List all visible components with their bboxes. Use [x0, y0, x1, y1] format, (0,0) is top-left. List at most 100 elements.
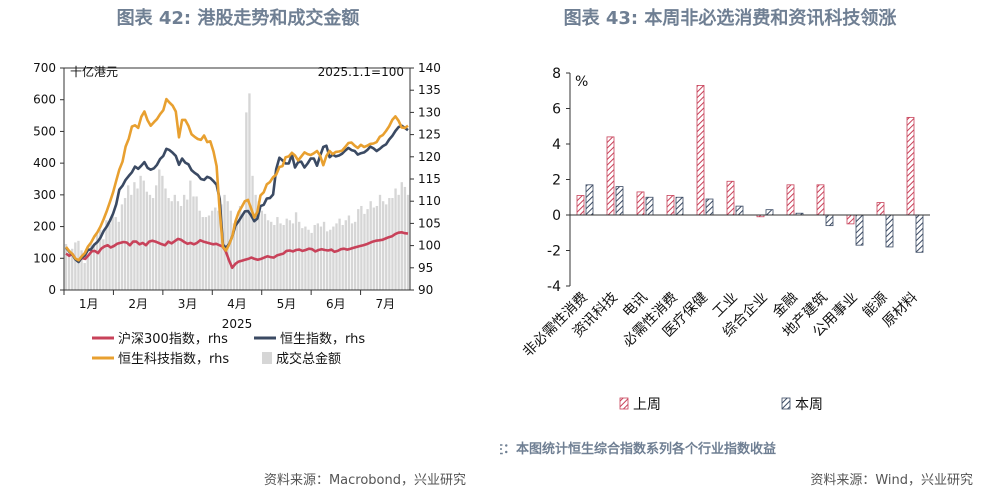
turnover-bar [304, 226, 307, 290]
turnover-bar [123, 198, 127, 290]
turnover-bar [154, 185, 158, 290]
turnover-bar [350, 223, 354, 290]
chart-title: 图表 43: 本周非必选消费和资讯科技领涨 [564, 7, 897, 29]
turnover-bar [102, 239, 105, 290]
legend: 沪深300指数，rhs 恒生指数，rhs 恒生科技指数，rhs 成交总金额 [92, 331, 365, 367]
bar-last-week [576, 195, 585, 216]
turnover-bar [357, 209, 360, 290]
turnover-bar [120, 204, 124, 290]
turnover-bar [99, 229, 102, 290]
turnover-bar [111, 213, 114, 290]
turnover-bar [332, 226, 335, 290]
bar-last-week [636, 191, 645, 216]
y-tick-label: 8 [552, 66, 561, 82]
axes [569, 73, 930, 286]
turnover-bar [400, 182, 403, 290]
turnover-bar [353, 221, 357, 290]
turnover-bar [117, 221, 121, 290]
sector-bars [576, 85, 924, 253]
turnover-bar [204, 217, 208, 290]
turnover-bar [77, 240, 80, 290]
turnover-bar [301, 228, 304, 290]
y-tick-label: -2 [547, 244, 561, 260]
x-tick-label: 1月 [79, 297, 99, 311]
turnover-bar [201, 217, 204, 290]
bar-last-week [876, 202, 885, 216]
source-note: 资料来源：Wind，兴业研究 [810, 473, 973, 488]
y-left-tick-label: 500 [33, 124, 56, 138]
legend-label: 恒生指数，rhs [280, 332, 365, 347]
turnover-bar [298, 221, 301, 290]
turnover-bar [210, 210, 214, 290]
y-right-tick-label: 130 [418, 105, 441, 119]
turnover-bar [151, 198, 155, 290]
turnover-bar [229, 210, 232, 290]
y-right-tick-label: 90 [418, 283, 433, 297]
turnover-bar [242, 213, 245, 290]
turnover-bar [238, 205, 242, 290]
bar-last-week [666, 195, 675, 216]
turnover-bar [217, 210, 220, 290]
turnover-bar [338, 218, 341, 290]
y-tick-label: 4 [552, 137, 561, 153]
turnover-bar [322, 221, 326, 290]
turnover-bar [133, 182, 136, 290]
turnover-bar [89, 244, 93, 290]
y-right-tick-label: 125 [418, 128, 441, 142]
turnover-bar [161, 175, 164, 290]
x-tick-label: 5月 [277, 297, 297, 311]
y-tick-label: 6 [552, 102, 561, 118]
turnover-bar [375, 205, 379, 290]
y-tick-label: -4 [547, 279, 561, 295]
legend-label: 恒生科技指数，rhs [118, 352, 229, 367]
chart-title: 图表 42: 港股走势和成交金额 [117, 7, 360, 29]
turnover-bar [74, 242, 77, 290]
turnover-bar [189, 180, 192, 290]
turnover-bar [372, 207, 375, 290]
y-left-tick-label: 700 [33, 61, 56, 75]
turnover-bar [347, 215, 351, 290]
x-tick-label: 4月 [227, 297, 247, 311]
turnover-bar [108, 223, 111, 290]
footnote: 注：本图统计恒生综合指数系列各个行业指数收益 [500, 441, 776, 457]
bar-this-week [645, 196, 654, 216]
x-tick-label: 3月 [178, 297, 198, 311]
turnover-bar [170, 201, 173, 290]
legend-label: 本周 [795, 397, 823, 413]
y-axis-ticks: -4 -2 0 2 4 6 8 [547, 66, 570, 295]
y-unit-label: % [575, 74, 588, 90]
turnover-bar [388, 198, 391, 290]
bar-last-week [726, 180, 735, 216]
left-y-axis-ticks: 0 100 200 300 400 500 600 700 [33, 61, 64, 297]
turnover-bar [378, 194, 382, 290]
turnover-bar [257, 201, 260, 290]
turnover-bar [71, 248, 74, 290]
turnover-bar [341, 224, 344, 290]
turnover-bar [285, 218, 288, 290]
category-label: 原材料 [880, 290, 921, 331]
turnover-bar [344, 220, 347, 290]
y-left-tick-label: 100 [33, 251, 56, 265]
y-tick-label: 0 [552, 208, 561, 224]
bar-this-week [585, 184, 594, 216]
y-right-tick-label: 100 [418, 239, 441, 253]
legend: 上周 本周 [619, 397, 823, 413]
turnover-bar [158, 169, 161, 290]
bar-this-week [675, 196, 684, 216]
right-unit-label: 2025.1.1=100 [318, 65, 404, 79]
turnover-bar [403, 186, 407, 290]
turnover-bar [136, 188, 139, 290]
category-labels: 非必需性消费资讯科技电讯必需性消费医疗保健工业综合企业金融地产建筑公用事业能源原… [520, 289, 921, 360]
y-left-tick-label: 0 [48, 283, 56, 297]
index-line-1 [65, 124, 409, 264]
turnover-bar [139, 175, 142, 290]
turnover-bar [263, 213, 267, 290]
bar-this-week [765, 209, 774, 216]
x-tick-label: 7月 [375, 297, 395, 311]
turnover-bar [145, 191, 149, 290]
turnover-bar [369, 201, 372, 290]
turnover-bar [366, 209, 369, 290]
sector-returns-chart-svg: 图表 43: 本周非必选消费和资讯科技领涨 -4 -2 0 2 4 6 8 非必需性消费资讯… [490, 7, 973, 488]
hk-market-chart-svg: 图表 42: 港股走势和成交金额 0100200300400500600700 … [33, 7, 466, 488]
turnover-bar [92, 245, 96, 290]
